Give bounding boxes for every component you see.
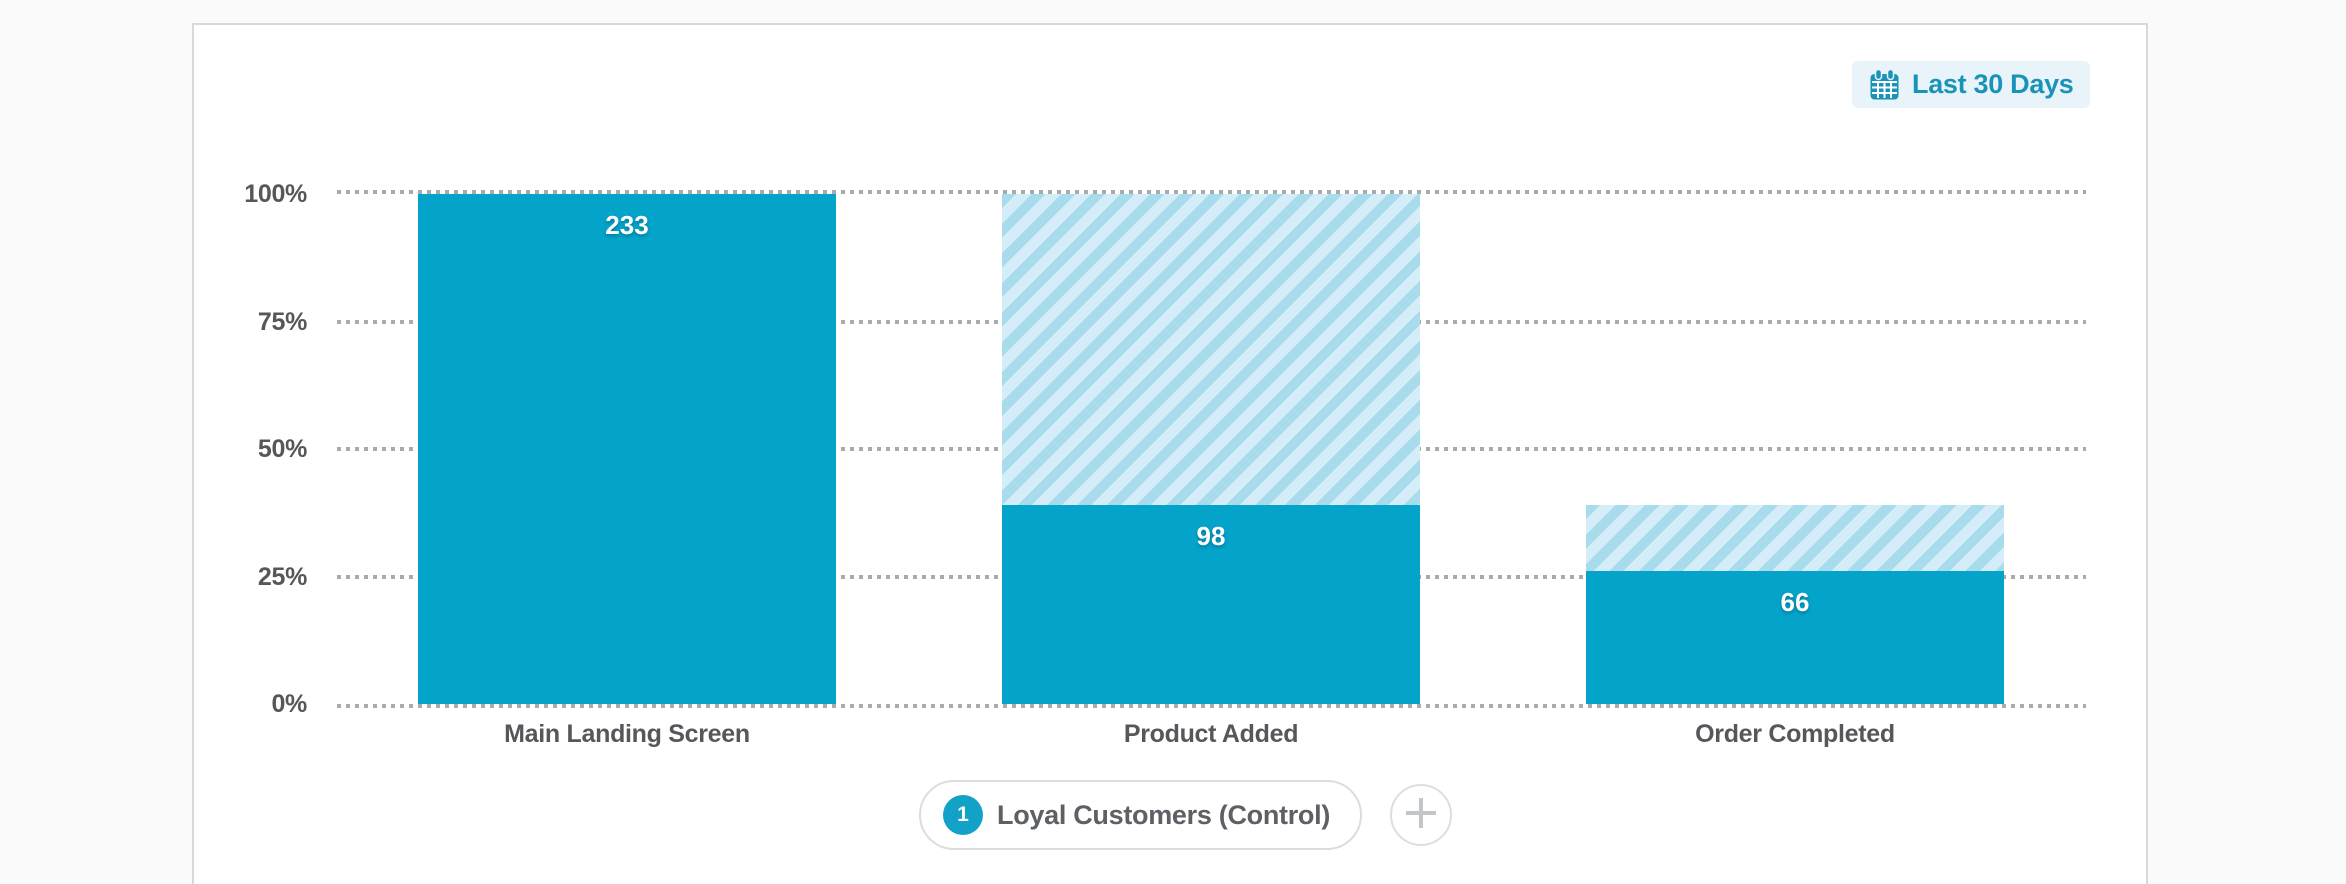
gridline-0	[337, 704, 2086, 708]
y-axis-tick-75: 75%	[257, 308, 307, 336]
bar-value-label: 98	[1196, 521, 1226, 552]
calendar-icon	[1868, 68, 1901, 102]
plus-icon	[1403, 795, 1439, 836]
funnel-bar-order-completed[interactable]: 66	[1586, 194, 2004, 704]
bar-converted-segment: 66	[1586, 571, 2004, 704]
add-series-button[interactable]	[1390, 784, 1452, 846]
bar-value-label: 66	[1780, 587, 1810, 618]
gridline-100	[337, 190, 2086, 194]
legend-series-pill[interactable]: 1 Loyal Customers (Control)	[919, 780, 1362, 850]
x-axis-label: Order Completed	[1695, 720, 1895, 748]
funnel-bar-main-landing-screen[interactable]: 233	[418, 194, 836, 704]
bar-converted-segment: 233	[418, 194, 836, 704]
bar-value-label: 233	[605, 210, 649, 240]
y-axis-tick-25: 25%	[257, 563, 307, 591]
plot-area: 233 Main Landing Screen 98 Product Added 66 O…	[337, 190, 2086, 748]
series-name-label: Loyal Customers (Control)	[997, 799, 1331, 830]
y-axis-tick-100: 100%	[244, 180, 307, 208]
date-range-button[interactable]: Last 30 Days	[1852, 61, 2090, 108]
bar-converted-segment: 98	[1002, 505, 1420, 704]
bar-dropoff-hatch	[1586, 505, 2004, 572]
y-axis-tick-50: 50%	[257, 435, 307, 463]
bar-dropoff-hatch	[1002, 194, 1420, 506]
funnel-bar-product-added[interactable]: 98	[1002, 194, 1420, 704]
date-range-label: Last 30 Days	[1912, 69, 2074, 99]
y-axis-tick-0: 0%	[271, 690, 307, 718]
x-axis-label: Main Landing Screen	[504, 720, 750, 748]
series-number-badge: 1	[943, 795, 983, 835]
x-axis-label: Product Added	[1123, 720, 1299, 748]
